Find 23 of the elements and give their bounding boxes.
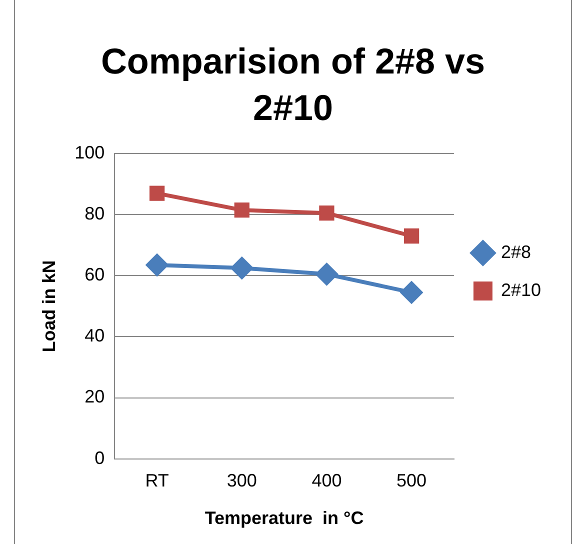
point <box>146 254 169 276</box>
y-tick-label: 0 <box>94 448 105 468</box>
point <box>404 228 420 244</box>
y-tick-label: 100 <box>74 142 105 163</box>
x-tick-label: 400 <box>312 470 342 491</box>
x-tick-label: RT <box>145 470 169 491</box>
legend-label: 2#8 <box>500 242 532 262</box>
point <box>230 256 254 280</box>
x-axis-title: Temperature in °C <box>204 508 364 528</box>
point <box>400 280 424 304</box>
y-tick-label: 60 <box>84 264 105 285</box>
y-tick-label: 80 <box>84 204 105 224</box>
chart-title: Comparision of 2#8 vs 2#10 <box>100 40 486 128</box>
y-axis-title: Load in kN <box>38 260 59 352</box>
y-tick-label: 20 <box>84 386 105 407</box>
point <box>149 186 165 201</box>
legend-label: 2#10 <box>500 280 542 300</box>
point <box>319 206 334 221</box>
x-tick-label: 500 <box>396 470 427 491</box>
point <box>315 262 338 286</box>
x-tick-label: 300 <box>226 470 257 491</box>
y-tick-label: 40 <box>84 326 105 346</box>
point <box>234 202 250 218</box>
